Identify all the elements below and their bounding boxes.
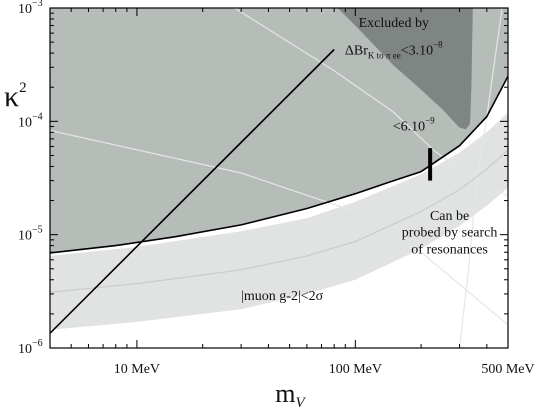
x-axis-title-main: m bbox=[275, 379, 295, 408]
annotation-probe-line-1: Can be bbox=[430, 209, 469, 224]
y-tick-label: 10−6 bbox=[18, 338, 43, 357]
y-tick-base: 10 bbox=[18, 342, 32, 357]
plot-area bbox=[50, 8, 508, 348]
light-curve-c bbox=[458, 8, 503, 348]
y-tick-exp: −4 bbox=[32, 111, 43, 122]
y-tick-label: 10−4 bbox=[18, 111, 43, 130]
excluded-region-kaon-decay bbox=[337, 8, 473, 130]
x-axis-title-sub: V bbox=[296, 395, 307, 411]
y-axis-title-sup: 2 bbox=[19, 80, 27, 96]
diagonal-bound-line bbox=[50, 48, 335, 334]
annotation-six-ten: <6.10−9 bbox=[393, 116, 435, 135]
annotation-probe-line-3: of resonances bbox=[411, 243, 488, 258]
x-tick-label: 500 MeV bbox=[481, 362, 534, 377]
x-tick-label: 10 MeV bbox=[114, 362, 160, 377]
muon-g2-band bbox=[50, 112, 508, 330]
annotation-excluded: Excluded by bbox=[359, 16, 429, 31]
y-tick-label: 10−5 bbox=[18, 225, 43, 244]
y-axis-title-main: κ bbox=[4, 80, 19, 113]
annotation-muon-g2: |muon g-2|<2σ bbox=[241, 289, 324, 304]
y-tick-exp: −6 bbox=[32, 338, 43, 349]
y-tick-exp: −5 bbox=[32, 225, 43, 236]
y-tick-exp: −3 bbox=[32, 0, 43, 9]
annotations: Excluded by ΔBrK to π ee<3.10−8 <6.10−9 … bbox=[241, 16, 497, 304]
annotation-six-ten-main: <6.10 bbox=[393, 120, 425, 135]
excluded-region-lower-bound bbox=[50, 8, 508, 253]
annotation-delta-br-sub: K to π ee bbox=[368, 50, 401, 60]
annotation-delta-br: ΔBrK to π ee<3.10−8 bbox=[345, 39, 443, 60]
plot-frame bbox=[49, 7, 509, 349]
annotation-probe-line-2: probed by search bbox=[402, 226, 498, 241]
y-tick-label: 10−3 bbox=[18, 0, 43, 17]
x-tick-label: 100 MeV bbox=[329, 362, 382, 377]
light-curve-a bbox=[50, 129, 508, 326]
y-tick-base: 10 bbox=[18, 115, 32, 130]
y-axis-title: κ2 bbox=[4, 80, 27, 113]
annotation-delta-br-main: ΔBr bbox=[345, 43, 368, 58]
annotation-delta-br-rest: <3.10 bbox=[401, 43, 433, 58]
x-axis-title: mV bbox=[275, 379, 306, 411]
y-tick-base: 10 bbox=[18, 229, 32, 244]
lower-bound-curve bbox=[50, 75, 508, 254]
annotation-six-ten-sup: −9 bbox=[425, 116, 435, 126]
light-curve-b bbox=[234, 8, 508, 197]
muon-g2-band-centre-line bbox=[50, 149, 508, 293]
y-tick-base: 10 bbox=[18, 2, 32, 17]
annotation-delta-br-sup: −8 bbox=[433, 39, 443, 49]
